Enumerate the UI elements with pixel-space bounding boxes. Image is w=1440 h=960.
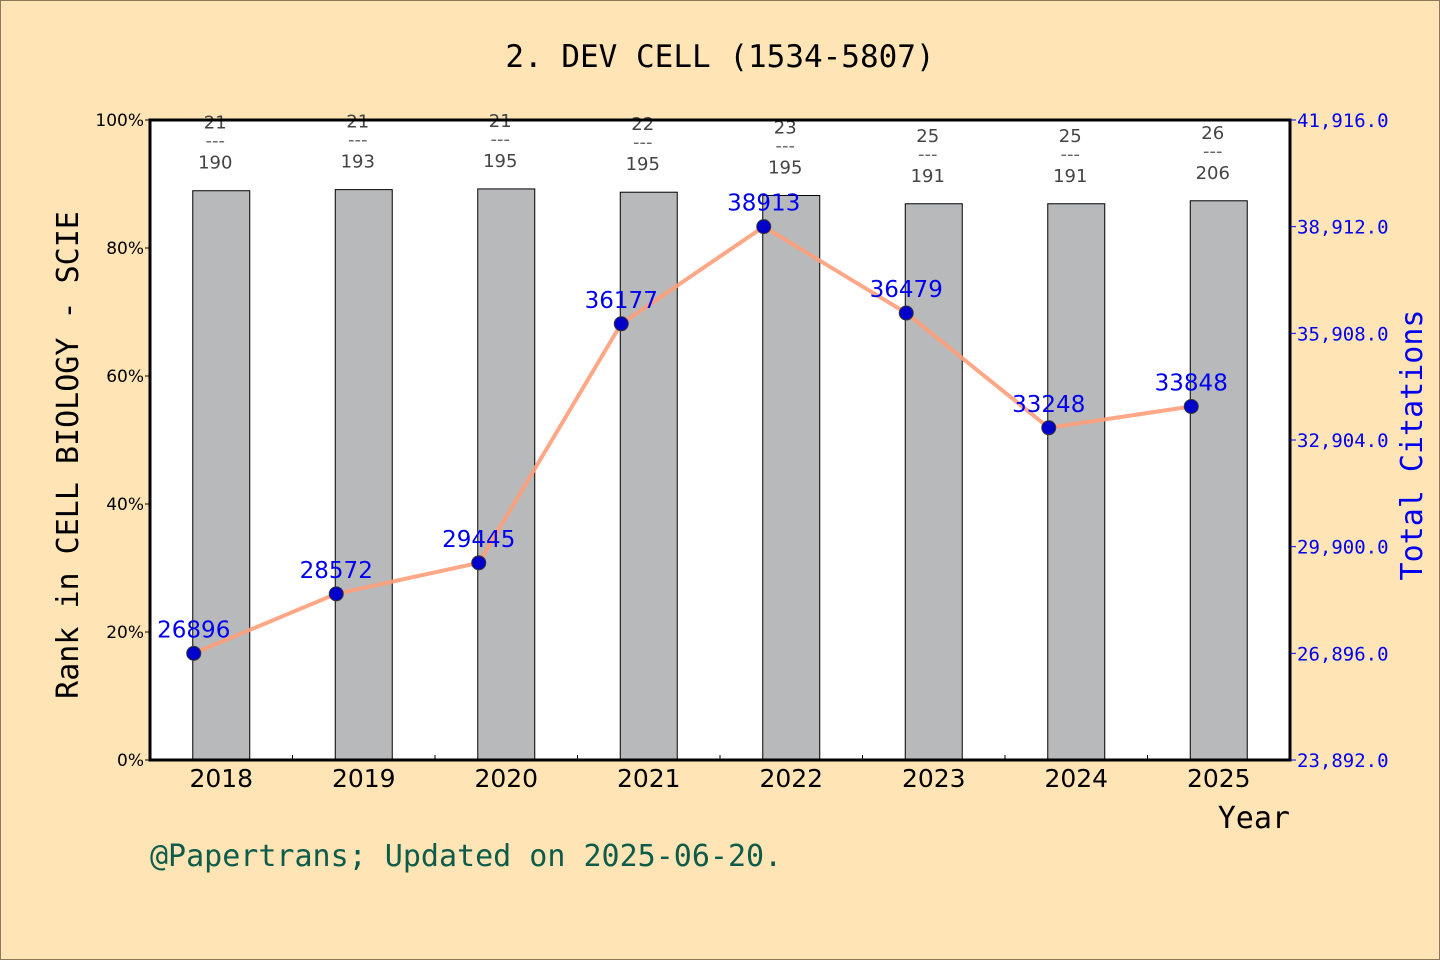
citations-value-label: 26896 <box>157 617 230 643</box>
x-tick-label: 2025 <box>1187 764 1251 793</box>
x-tick-label: 2018 <box>189 764 253 793</box>
citations-point-2023 <box>898 305 914 321</box>
citations-line <box>192 224 1192 656</box>
bar-total-label: 206 <box>1196 163 1230 184</box>
y2-tick-label: 23,892.0 <box>1297 750 1389 772</box>
bar-total-label: 195 <box>626 154 660 175</box>
citations-value-label: 36479 <box>870 277 943 303</box>
bar-2021 <box>619 191 678 761</box>
bar-total-label: 191 <box>911 166 945 187</box>
y2-tick-label: 32,904.0 <box>1297 430 1389 452</box>
citations-point-2021 <box>613 316 629 332</box>
y-tick-label: 100% <box>95 111 144 131</box>
x-axis-label: Year <box>1218 801 1290 836</box>
x-tick-label: 2024 <box>1044 764 1108 793</box>
citations-point-2022 <box>756 219 772 235</box>
chart-title: 2. DEV CELL (1534-5807) <box>505 39 934 75</box>
bar-label-divider: --- <box>776 135 796 156</box>
bar-rank-label: 21 <box>204 113 227 134</box>
citations-point-2020 <box>471 555 487 571</box>
bar-label-divider: --- <box>918 144 938 165</box>
y-tick-label: 20% <box>106 623 144 643</box>
bar-total-label: 195 <box>483 151 517 172</box>
citations-point-2024 <box>1041 420 1057 436</box>
bar-label-divider: --- <box>206 131 226 152</box>
citations-value-label: 33248 <box>1012 392 1085 418</box>
bar-label-divider: --- <box>1203 141 1223 162</box>
citations-value-label: 33848 <box>1155 370 1228 396</box>
y2-tick-label: 41,916.0 <box>1297 110 1389 132</box>
citations-point-2018 <box>186 645 202 661</box>
footer-credit: @Papertrans; Updated on 2025-06-20. <box>150 839 782 874</box>
bar-label-divider: --- <box>491 129 511 150</box>
bar-2024 <box>1047 203 1106 761</box>
plot-area <box>150 120 1290 760</box>
x-tick-label: 2020 <box>474 764 538 793</box>
citations-point-2025 <box>1183 398 1199 414</box>
x-tick-label: 2021 <box>617 764 681 793</box>
bar-2022 <box>762 194 821 761</box>
bar-label-divider: --- <box>1061 144 1081 165</box>
bar-label-divider: --- <box>348 130 368 151</box>
x-tick-label: 2023 <box>902 764 966 793</box>
y2-tick-label: 26,896.0 <box>1297 643 1389 665</box>
y-axis-label: Rank in CELL BIOLOGY - SCIE <box>51 211 86 699</box>
citations-value-label: 36177 <box>585 288 658 314</box>
bar-total-label: 193 <box>341 152 375 173</box>
y2-tick-label: 35,908.0 <box>1297 323 1389 345</box>
bar-rank-label: 25 <box>916 126 939 147</box>
y2-tick-label: 38,912.0 <box>1297 217 1389 239</box>
citations-value-label: 38913 <box>727 191 800 217</box>
citations-value-label: 28572 <box>300 558 373 584</box>
bar-2018 <box>192 190 251 761</box>
bar-rank-label: 26 <box>1201 123 1224 144</box>
x-tick-label: 2019 <box>332 764 396 793</box>
y2-tick-label: 29,900.0 <box>1297 537 1389 559</box>
x-tick-label: 2022 <box>759 764 823 793</box>
y-tick-label: 40% <box>106 495 144 515</box>
bar-2025 <box>1189 200 1248 761</box>
y-tick-label: 60% <box>106 367 144 387</box>
bar-total-label: 191 <box>1053 166 1087 187</box>
bar-label-divider: --- <box>633 132 653 153</box>
bar-rank-label: 21 <box>346 112 369 133</box>
bar-rank-label: 25 <box>1059 126 1082 147</box>
y2-axis-label: Total Citations <box>1395 310 1430 581</box>
bar-2020 <box>477 188 536 761</box>
bar-2019 <box>334 189 393 761</box>
y-tick-label: 80% <box>106 239 144 259</box>
citations-value-label: 29445 <box>442 527 515 553</box>
bar-total-label: 195 <box>768 157 802 178</box>
bar-rank-label: 23 <box>774 117 797 138</box>
citations-point-2019 <box>328 586 344 602</box>
y-tick-label: 0% <box>117 751 144 771</box>
bar-total-label: 190 <box>198 153 232 174</box>
